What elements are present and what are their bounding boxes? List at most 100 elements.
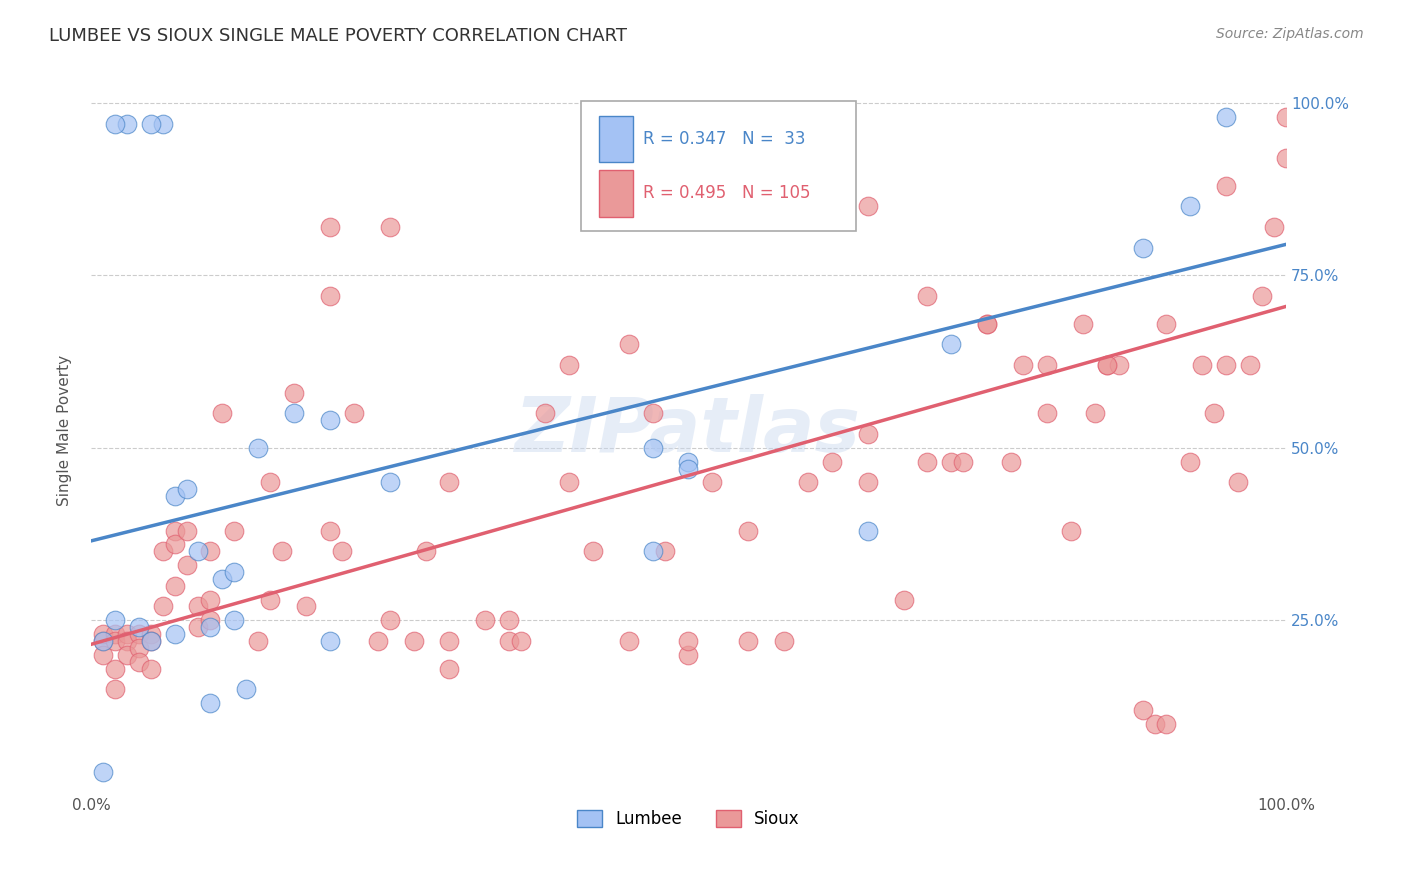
Point xyxy=(247,441,270,455)
Point xyxy=(378,613,401,627)
Point xyxy=(271,544,294,558)
Point xyxy=(319,220,342,235)
Point xyxy=(856,199,879,213)
Point xyxy=(1263,220,1285,235)
Point xyxy=(893,592,915,607)
Point xyxy=(200,696,222,710)
Point xyxy=(91,634,114,648)
Point xyxy=(139,634,162,648)
Point xyxy=(498,613,520,627)
Text: R = 0.347   N =  33: R = 0.347 N = 33 xyxy=(643,130,806,148)
Y-axis label: Single Male Poverty: Single Male Poverty xyxy=(58,355,72,506)
Point xyxy=(128,620,150,634)
Point xyxy=(976,317,998,331)
Point xyxy=(952,455,974,469)
Point xyxy=(1215,110,1237,124)
Point xyxy=(200,620,222,634)
Point xyxy=(319,524,342,538)
Point xyxy=(797,178,820,193)
Point xyxy=(152,544,174,558)
Point xyxy=(139,627,162,641)
Point xyxy=(439,661,461,675)
Point xyxy=(163,489,186,503)
Point xyxy=(115,117,138,131)
Point xyxy=(200,592,222,607)
Point xyxy=(1156,716,1178,731)
Point xyxy=(737,634,759,648)
Point xyxy=(343,406,366,420)
Point xyxy=(617,337,640,351)
Point xyxy=(139,634,162,648)
Point xyxy=(558,358,581,372)
Point xyxy=(224,613,246,627)
Point xyxy=(115,648,138,662)
Point xyxy=(582,544,605,558)
Point xyxy=(104,661,127,675)
Point xyxy=(941,337,963,351)
Point xyxy=(1227,475,1250,490)
Point xyxy=(1275,110,1298,124)
Text: LUMBEE VS SIOUX SINGLE MALE POVERTY CORRELATION CHART: LUMBEE VS SIOUX SINGLE MALE POVERTY CORR… xyxy=(49,27,627,45)
Point xyxy=(91,627,114,641)
Point xyxy=(91,764,114,779)
Point xyxy=(283,385,305,400)
Point xyxy=(821,455,844,469)
Point xyxy=(163,579,186,593)
Text: ZIPatlas: ZIPatlas xyxy=(516,393,862,467)
Point xyxy=(115,627,138,641)
Point xyxy=(641,406,664,420)
Point xyxy=(941,455,963,469)
Point xyxy=(224,565,246,579)
Point xyxy=(91,634,114,648)
Point xyxy=(474,613,496,627)
Point xyxy=(235,682,257,697)
Point xyxy=(498,634,520,648)
Point xyxy=(128,640,150,655)
Point xyxy=(139,661,162,675)
Point xyxy=(797,475,820,490)
Point xyxy=(187,544,209,558)
Point xyxy=(128,627,150,641)
Point xyxy=(1132,703,1154,717)
Point xyxy=(1191,358,1213,372)
Point xyxy=(976,317,998,331)
FancyBboxPatch shape xyxy=(581,101,856,231)
Point xyxy=(104,613,127,627)
Point xyxy=(1180,455,1202,469)
Point xyxy=(211,572,233,586)
Point xyxy=(1071,317,1094,331)
Point xyxy=(856,475,879,490)
Point xyxy=(1095,358,1118,372)
Point xyxy=(200,544,222,558)
Point xyxy=(330,544,353,558)
Point xyxy=(510,634,533,648)
Point xyxy=(737,524,759,538)
Point xyxy=(439,634,461,648)
Point xyxy=(1036,406,1059,420)
Point xyxy=(176,524,198,538)
Point xyxy=(259,475,281,490)
Point xyxy=(534,406,557,420)
Point xyxy=(1239,358,1261,372)
Point xyxy=(678,634,700,648)
Point xyxy=(1084,406,1107,420)
Point xyxy=(152,117,174,131)
Point xyxy=(402,634,425,648)
Point xyxy=(1215,178,1237,193)
Point xyxy=(104,634,127,648)
Point xyxy=(152,599,174,614)
Point xyxy=(319,413,342,427)
FancyBboxPatch shape xyxy=(599,170,634,217)
Point xyxy=(104,117,127,131)
Point xyxy=(654,544,676,558)
Point xyxy=(295,599,318,614)
Point xyxy=(176,558,198,572)
Point xyxy=(163,627,186,641)
Point xyxy=(1132,241,1154,255)
Point xyxy=(1095,358,1118,372)
Point xyxy=(224,524,246,538)
Point xyxy=(917,289,939,303)
Point xyxy=(1000,455,1022,469)
Point xyxy=(139,117,162,131)
Point xyxy=(439,475,461,490)
